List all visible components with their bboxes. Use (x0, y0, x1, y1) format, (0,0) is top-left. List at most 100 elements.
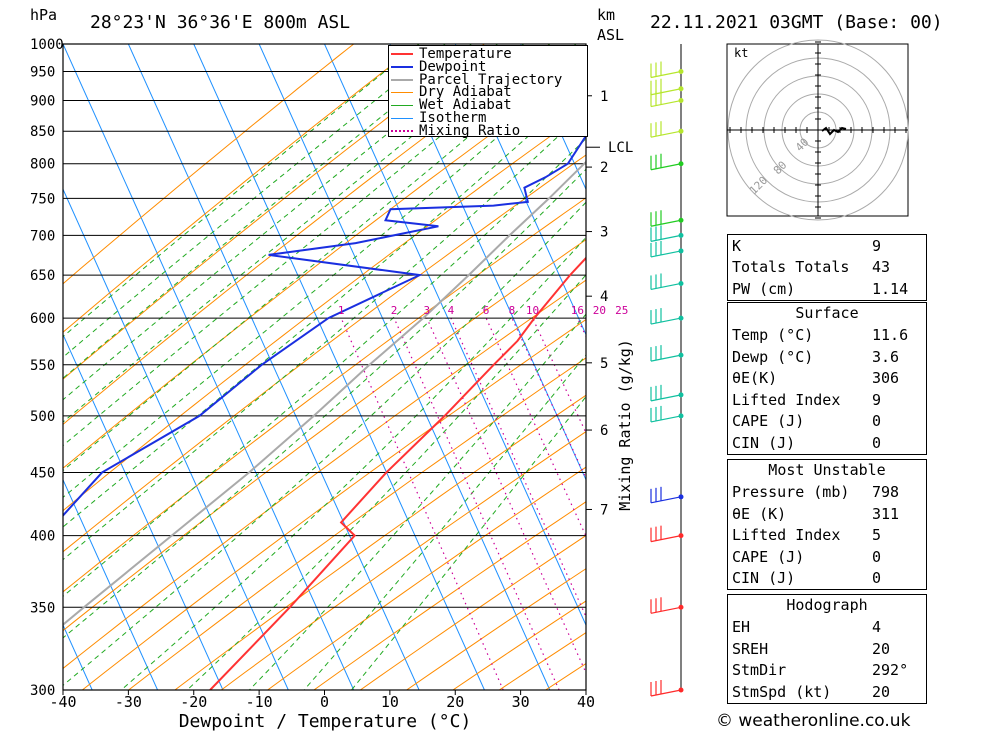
copyright-link[interactable]: © weatheronline.co.uk (716, 711, 911, 731)
isotherm-line (63, 44, 355, 690)
wet-adiabat-line (63, 44, 472, 379)
wet-adiabat-line (63, 57, 586, 499)
mixing-ratio-label: 3 (424, 304, 431, 317)
hodo-row-label: StmSpd (kt) (732, 682, 832, 701)
dry-adiabat-line (63, 44, 485, 380)
pressure-tick-label: 800 (30, 157, 55, 173)
indices-table: K 9 Totals Totals 43 PW (cm) 1.14 (727, 234, 927, 301)
surface-row-label: Temp (°C) (732, 326, 814, 345)
mixing-ratio-label: 6 (483, 304, 490, 317)
series-parcel-trajectory (63, 160, 586, 627)
hodo-row-label: StmDir (732, 661, 787, 680)
mixing-ratio-line (426, 317, 586, 675)
pressure-tick-label: 500 (30, 409, 55, 425)
mixing-ratio-line (340, 317, 504, 690)
pressure-tick-label: 850 (30, 124, 55, 140)
index-tt-label: Totals Totals (732, 258, 850, 277)
surface-row-label: CIN (J) (732, 433, 796, 452)
x-tick-label: 10 (381, 693, 399, 711)
pressure-tick-label: 900 (30, 94, 55, 110)
wet-adiabat-line (249, 313, 586, 690)
mu-row-value: 0 (872, 547, 882, 566)
hodo-row-label: EH (732, 618, 751, 637)
x-tick-label: 40 (577, 693, 595, 711)
isotherm-line (127, 44, 420, 690)
mixing-ratio-label: 16 (571, 304, 584, 317)
hodo-row-value: 20 (872, 682, 891, 701)
isotherm-line (63, 478, 159, 690)
pressure-tick-label: 550 (30, 358, 55, 374)
surface-row-label: CAPE (J) (732, 412, 805, 431)
mixing-ratio-label: 25 (615, 304, 628, 317)
hodograph-params-table: Hodograph EH 4 SREH 20 StmDir 292° StmSpd (… (727, 594, 927, 704)
mu-row-label: CIN (J) (732, 569, 796, 588)
dry-adiabat-line (63, 279, 586, 670)
dry-adiabat-line (63, 44, 355, 285)
surface-title: Surface (795, 304, 859, 322)
mixing-ratio-label: 20 (593, 304, 606, 317)
surface-row-value: 11.6 (872, 326, 909, 345)
mu-row-label: Lifted Index (732, 526, 841, 545)
isotherm-line (193, 44, 485, 690)
mu-row-value: 311 (872, 504, 900, 523)
pressure-tick-label: 750 (30, 191, 55, 207)
dry-adiabat-line (266, 466, 586, 690)
x-tick-label: -20 (180, 693, 207, 711)
index-pw-label: PW (cm) (732, 279, 796, 298)
dry-adiabat-line (174, 394, 586, 690)
dry-adiabat-line (63, 238, 586, 632)
height-tick-label: 7 (600, 502, 608, 518)
surface-row-value: 306 (872, 369, 900, 388)
dry-adiabat-line (127, 357, 586, 690)
location-title: 28°23'N 36°36'E 800m ASL (90, 12, 350, 33)
mixing-ratio-label: 10 (526, 304, 539, 317)
isotherm-line (0, 44, 27, 690)
wet-adiabat-line (351, 395, 586, 690)
hodograph-trace (821, 126, 847, 136)
surface-row-label: Lifted Index (732, 390, 841, 409)
legend-item-temperature: Temperature (389, 47, 587, 61)
dry-adiabat-line (313, 501, 586, 690)
pressure-tick-label: 950 (30, 65, 55, 81)
index-tt-value: 43 (872, 258, 891, 277)
x-tick-label: -40 (49, 693, 76, 711)
hodograph-params-title: Hodograph (786, 596, 868, 614)
x-tick-label: 0 (320, 693, 329, 711)
isotherm-line (63, 188, 289, 690)
most-unstable-table: Most Unstable Pressure (mb) 798 θE (K) 311… (727, 459, 927, 590)
most-unstable-title: Most Unstable (768, 461, 886, 479)
legend: Temperature Dewpoint Parcel Trajectory D… (388, 45, 588, 138)
pressure-tick-label: 600 (30, 311, 55, 327)
x-tick-label: 30 (512, 693, 530, 711)
mu-row-label: CAPE (J) (732, 547, 805, 566)
mu-row-label: θE (K) (732, 504, 787, 523)
series-dewpoint (63, 133, 586, 517)
series-temperature (209, 256, 586, 690)
dry-adiabat-line (81, 318, 586, 690)
hodo-row-value: 292° (872, 661, 909, 680)
wet-adiabat-line (63, 44, 551, 447)
legend-item-dewpoint: Dewpoint (389, 60, 587, 74)
index-pw-value: 1.14 (872, 279, 909, 298)
mixing-ratio-line (450, 317, 586, 619)
mu-row-value: 5 (872, 526, 882, 545)
legend-item-isotherm: Isotherm (389, 111, 587, 125)
pressure-tick-label: 400 (30, 529, 55, 545)
height-tick-label: 4 (600, 289, 608, 305)
legend-item-mixing-ratio: Mixing Ratio (389, 124, 587, 138)
wet-adiabat-line (63, 82, 586, 528)
isotherm-line (454, 44, 586, 336)
x-tick-label: -10 (246, 693, 273, 711)
mixing-ratio-label: 2 (391, 304, 398, 317)
mu-row-value: 798 (872, 483, 900, 502)
mixing-ratio-line (511, 317, 586, 480)
pressure-tick-label: 450 (30, 465, 55, 481)
x-axis-label: Dewpoint / Temperature (°C) (179, 711, 472, 732)
dry-adiabat-line (220, 431, 586, 690)
mu-row-value: 0 (872, 569, 882, 588)
height-tick-label: 2 (600, 160, 608, 176)
height-unit-km: km (597, 6, 615, 24)
height-tick-label: 3 (600, 225, 608, 241)
legend-item-wet-adiabat: Wet Adiabat (389, 98, 587, 112)
hodograph-unit: kt (734, 46, 748, 60)
